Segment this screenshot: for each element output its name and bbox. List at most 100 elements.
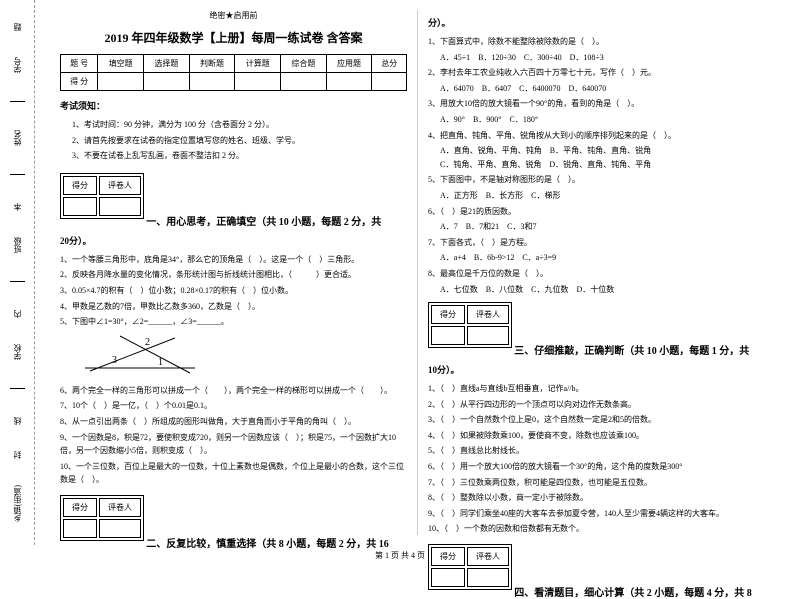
binding-margin: 题 学号 姓名 本 班级 内 学校 线 封 乡镇(街道) [0,0,35,545]
th: 题 号 [61,55,98,73]
notice-item: 3、不要在试卷上乱写乱画，卷面不整洁扣 2 分。 [72,149,407,163]
q: 4、（ ）如果被除数乘100，要使商不变，除数也应该乘100。 [428,429,775,443]
th: 选择题 [144,55,190,73]
page-footer: 第 1 页 共 4 页 [0,550,800,561]
scorebox-blank [99,197,141,216]
section-score-box: 得分评卷人 [428,302,512,348]
margin-label-2: 班级 [12,237,23,253]
scorebox-c2: 评卷人 [99,176,141,195]
q: 8、（ ）整数除以小数，商一定小于被除数。 [428,491,775,505]
angle-figure: 2 3 1 [80,333,407,380]
q: 2、李村去年工农业纯收入六百四十万零七十元，写作（ ）元。 [428,66,775,80]
q: 9、（ ）同学们乘坐40座的大客车去参加夏令营，140人至少需要4辆这样的大客车… [428,507,775,521]
q: 8、从一点引出两条（ ）所组成的图形叫做角，大于直角而小于平角的角叫（ ）。 [60,415,407,429]
q: 7、10个（ ）是一亿，（ ）个0.01是0.1。 [60,399,407,413]
q: 5、（ ）直线总比射线长。 [428,444,775,458]
content-area: 绝密★启用前 2019 年四年级数学【上册】每周一练试卷 含答案 题 号 填空题… [35,0,800,545]
q: 10、（ ）一个数的因数和倍数都有无数个。 [428,522,775,536]
notice-item: 1、考试时间：90 分钟，满分为 100 分（含卷面分 2 分）。 [72,118,407,132]
td: 得 分 [61,73,98,91]
margin-mark-3: 封 [12,451,23,459]
opts: A．90° B．900° C．180° [440,113,775,127]
margin-mark-0: 本 [12,203,23,211]
scorebox-blank [467,568,509,587]
q: 1、（ ）直线a与直线b互相垂直，记作a//b。 [428,382,775,396]
th: 计算题 [235,55,281,73]
th: 应用题 [326,55,372,73]
q: 6、（ ）用一个放大100倍的放大镜看一个30°的角，这个角的度数是300° [428,460,775,474]
table-row: 得 分 [61,73,407,91]
opts: A．64070 B．6407 C．6400070 D．640070 [440,82,775,96]
angle-label-3: 3 [112,355,117,366]
scorebox-c1: 得分 [63,498,97,517]
q: 6、（ ）是21的质因数。 [428,205,775,219]
margin-label-3: 学校 [12,344,23,360]
notice-list: 1、考试时间：90 分钟，满分为 100 分（含卷面分 2 分）。 2、请首先按… [72,118,407,163]
margin-line [10,281,25,282]
section2-cont: 分）。 [428,16,775,29]
q: 6、两个完全一样的三角形可以拼成一个（ ），两个完全一样的梯形可以拼成一个（ ）… [60,384,407,398]
q: 5、下图中∠1=30°，∠2=______，∠3=______。 [60,315,407,329]
opts: A．直角、锐角、平角、钝角 B．平角、钝角、直角、锐角 C．钝角、平角、直角、锐… [440,144,775,171]
margin-label-0: 学号 [12,57,23,73]
q: 8、最高位是千万位的数是（ ）。 [428,267,775,281]
td [144,73,190,91]
scorebox-blank [467,326,509,345]
q: 4、甲数是乙数的7倍，甲数比乙数多360，乙数是（ ）。 [60,300,407,314]
scorebox-c2: 评卷人 [467,305,509,324]
margin-line [10,388,25,389]
td [372,73,407,91]
td [281,73,327,91]
scorebox-blank [63,197,97,216]
section4-title: 四、看清题目，细心计算（共 2 小题，每题 4 分，共 8 [514,588,752,599]
th: 填空题 [98,55,144,73]
exam-title: 2019 年四年级数学【上册】每周一练试卷 含答案 [60,29,407,46]
opts: A．七位数 B．八位数 C．九位数 D．十位数 [440,283,775,297]
margin-mark-2: 线 [12,417,23,425]
margin-line [10,174,25,175]
q: 10、一个三位数，百位上是最大的一位数，十位上素数也是偶数，个位上是最小的合数，… [60,460,407,487]
td [98,73,144,91]
q: 3、用放大10倍的放大镜看一个90°的角，看到的角是（ ）。 [428,97,775,111]
section-score-box: 得分评卷人 [60,173,144,219]
scorebox-blank [431,568,465,587]
th: 判断题 [189,55,235,73]
q: 7、下面各式，（ ）是方程。 [428,236,775,250]
section3-cont: 10分）。 [428,363,775,376]
q: 5、下面图中，不是轴对称图形的是（ ）。 [428,173,775,187]
q: 4、把直角、钝角、平角、锐角按从大到小的顺序排列起来的是（ ）。 [428,129,775,143]
th: 综合题 [281,55,327,73]
section3-title: 三、仔细推敲，正确判断（共 10 小题，每题 1 分，共 [514,346,749,357]
scorebox-c2: 评卷人 [99,498,141,517]
score-summary-table: 题 号 填空题 选择题 判断题 计算题 综合题 应用题 总分 得 分 [60,54,407,91]
th: 总分 [372,55,407,73]
q: 1、下面算式中，除数不能整除被除数的是（ ）。 [428,35,775,49]
scorebox-blank [63,519,97,538]
scorebox-c1: 得分 [431,305,465,324]
sealed-mark: 绝密★启用前 [60,10,407,21]
margin-mark-1: 内 [12,310,23,318]
q: 2、反映各月降水量的变化情况，条形统计图与折线统计图相比，（ ）更合适。 [60,268,407,282]
q: 9、一个因数是8，积是72，要使积变成720，则另一个因数应该（ ）；积是75，… [60,431,407,458]
td [326,73,372,91]
angle-label-2: 2 [145,337,150,348]
angle-label-1: 1 [158,357,163,368]
q: 7、（ ）三位数乘两位数，积可能是四位数，也可能是五位数。 [428,476,775,490]
section2-title: 二、反复比较，慎重选择（共 8 小题，每题 2 分，共 16 [146,539,389,550]
table-row: 题 号 填空题 选择题 判断题 计算题 综合题 应用题 总分 [61,55,407,73]
margin-label-4: 乡镇(街道) [12,485,23,522]
q: 3、0.05×4.7的积有（ ）位小数；0.28×0.17的积有（ ）位小数。 [60,284,407,298]
right-column: 分）。 1、下面算式中，除数不能整除被除数的是（ ）。 A．45÷1 B．120… [418,10,785,535]
margin-note: 题 [12,23,23,31]
q: 1、一个等腰三角形中，底角是34°，那么它的顶角是（ ）。这是一个（ ）三角形。 [60,253,407,267]
section1-title: 一、用心思考，正确填空（共 10 小题，每题 2 分，共 [146,217,381,228]
section1-cont: 20分）。 [60,234,407,247]
q: 2、（ ）从平行四边形的一个顶点可以向对边作无数条高。 [428,398,775,412]
opts: A．45÷1 B．120÷30 C．300÷40 D．108÷3 [440,51,775,65]
td [235,73,281,91]
scorebox-blank [431,326,465,345]
scorebox-blank [99,519,141,538]
notice-head: 考试须知： [60,99,407,112]
notice-item: 2、请首先按要求在试卷的指定位置填写您的姓名、班级、学号。 [72,134,407,148]
margin-line [10,101,25,102]
